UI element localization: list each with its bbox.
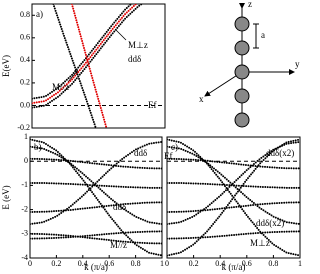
y-tick-label: 0 (24, 156, 28, 165)
x-tick-label: 0.6 (104, 259, 114, 268)
plot-frame (31, 3, 166, 129)
band (30, 230, 162, 240)
y-tick-label: 0.8 (20, 10, 30, 19)
annotation: M⊥z (128, 40, 148, 50)
y-tick-label: -4 (21, 253, 28, 262)
y-tick-label: 0.0 (20, 100, 30, 109)
x-tick-label: 0.8 (131, 259, 141, 268)
band (30, 140, 162, 226)
band (30, 157, 162, 170)
band (30, 201, 162, 214)
panel-label: b) (34, 142, 42, 152)
x-tick-label: 0 (28, 259, 32, 268)
series-group (167, 138, 300, 257)
band (32, 4, 133, 100)
annotation: ddδ (128, 54, 141, 64)
y-tick-label: -3 (21, 229, 28, 238)
band (32, 4, 138, 105)
x-tick-label: 0.8 (268, 259, 278, 268)
x-tick-label: 0.4 (78, 259, 88, 268)
figure: z a y x -0.2 0.0 0.2 0.4 0.6 0.8 a) E(eV) ddδ M//… (1, 0, 302, 272)
annotation: ddδ (134, 148, 147, 158)
x-tick-label: 1 (160, 259, 164, 268)
band (30, 138, 162, 257)
chain-diagram: z a y x (199, 0, 300, 128)
annotation: Ef (148, 100, 157, 110)
x-tick-label: 1 (298, 259, 302, 268)
plot-frame (29, 136, 163, 259)
panel-label: a) (36, 9, 43, 19)
annotation: M//z (110, 240, 127, 250)
band (167, 157, 300, 170)
annotation: ddδ(x2) (266, 148, 294, 158)
x-tick-label: 0.2 (51, 259, 61, 268)
axis-label: y (295, 59, 300, 69)
band (52, 4, 97, 128)
y-axis-title: E (eV) (1, 185, 11, 209)
annotation: ddδ (113, 202, 126, 212)
band (167, 201, 300, 214)
atom (234, 64, 250, 80)
x-tick-label: 0.4 (215, 259, 225, 268)
atom (234, 16, 250, 32)
band (167, 230, 300, 240)
series-group (30, 138, 162, 257)
series-group (32, 4, 144, 128)
band (167, 138, 300, 257)
atom (234, 40, 250, 56)
y-tick-label: -1 (21, 180, 28, 189)
x-axis-title: k (π/a) (222, 262, 246, 272)
atom (234, 112, 250, 128)
annotation: Ef (164, 151, 173, 161)
spacing-label: a (261, 30, 265, 40)
annotation: M⊥z (250, 238, 270, 248)
annotation: ddδ(x2) (256, 218, 284, 228)
y-tick-label: -2 (21, 204, 28, 213)
x-tick-label: 0.2 (189, 259, 199, 268)
axis-label: z (248, 0, 252, 9)
x-axis-title: k (π/a) (84, 262, 108, 272)
band (30, 181, 162, 189)
y-axis-title: E(eV) (1, 55, 11, 77)
band (70, 4, 108, 128)
x-tick-label: 0 (165, 259, 169, 268)
axis-label: x (199, 94, 204, 104)
panel-label: c) (171, 142, 178, 152)
band (30, 232, 162, 245)
y-tick-label: 0.4 (20, 55, 30, 64)
y-tick-label: 0.6 (20, 33, 30, 42)
x-tick-label: 0.6 (242, 259, 252, 268)
atom (234, 88, 250, 104)
band (30, 145, 162, 226)
band (32, 4, 144, 109)
annotation: M//z (52, 82, 69, 92)
band (167, 181, 300, 189)
pointer (115, 29, 127, 41)
y-tick-label: 1 (24, 132, 28, 141)
y-tick-label: -0.2 (17, 123, 30, 132)
y-tick-label: 0.2 (20, 78, 30, 87)
plot-frame (166, 136, 301, 259)
